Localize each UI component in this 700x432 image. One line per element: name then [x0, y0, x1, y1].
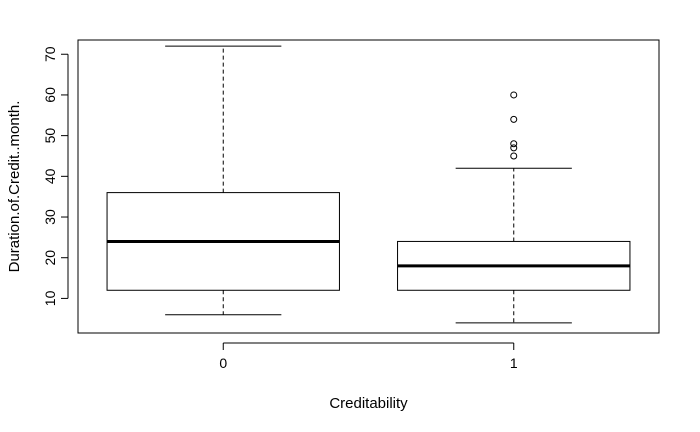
outlier-point: [510, 91, 518, 99]
outlier-point: [510, 140, 518, 148]
y-tick-label: 70: [42, 46, 58, 62]
outlier-point: [510, 152, 518, 160]
x-tick-label: 0: [219, 355, 227, 371]
x-axis-title: Creditability: [329, 395, 408, 412]
outlier-point: [510, 115, 518, 123]
boxes: [106, 45, 631, 324]
x-tick-label: 1: [510, 355, 518, 371]
plot-frame: [77, 39, 660, 334]
y-tick-label: 10: [42, 290, 58, 306]
y-tick-label: 30: [42, 209, 58, 225]
y-tick-label: 20: [42, 250, 58, 266]
box-group-1: [397, 91, 631, 324]
y-tick-label: 50: [42, 128, 58, 144]
y-tick-label: 40: [42, 168, 58, 184]
y-axis: 10 20 30 40 50 60 70: [42, 46, 69, 306]
box-group-0: [106, 45, 340, 316]
outlier-point: [510, 144, 518, 152]
y-tick-label: 60: [42, 87, 58, 103]
y-axis-title: Duration.of.Credit..month.: [6, 101, 23, 273]
